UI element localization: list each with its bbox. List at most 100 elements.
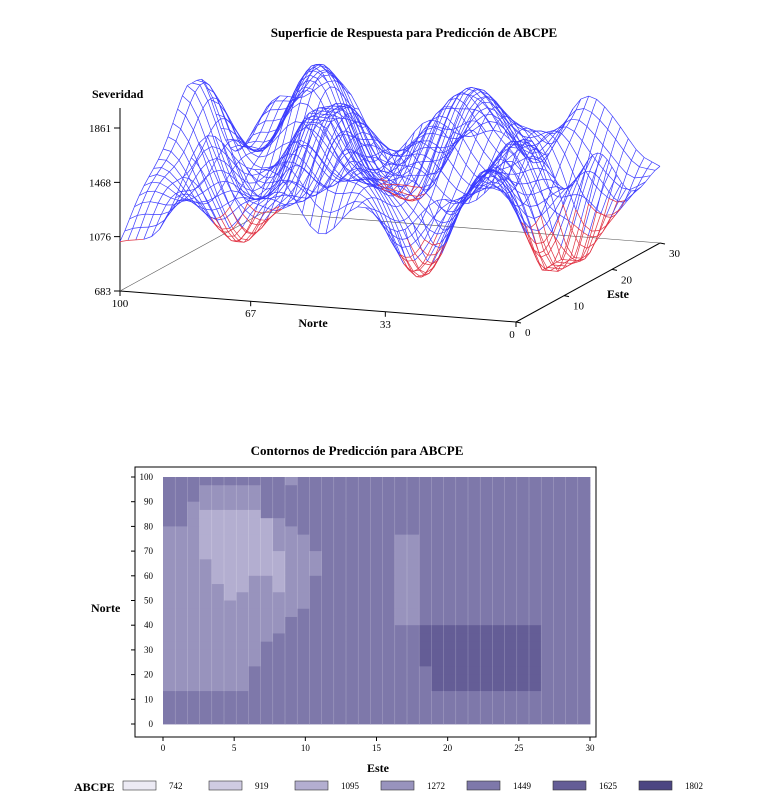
contour-cell bbox=[382, 641, 396, 651]
contour-cell bbox=[492, 559, 505, 568]
surface-mesh-segment bbox=[229, 228, 235, 237]
surface-mesh-segment bbox=[210, 217, 219, 229]
contour-cell bbox=[553, 715, 566, 725]
surface-mesh-segment bbox=[525, 157, 534, 164]
contour-cell bbox=[468, 584, 481, 593]
contour-cell bbox=[272, 567, 286, 577]
surface-mesh-segment bbox=[427, 246, 436, 262]
surface-mesh-segment bbox=[379, 186, 389, 196]
surface-mesh-segment bbox=[357, 206, 366, 209]
surface-mesh-segment bbox=[318, 183, 324, 188]
surface-mesh-segment bbox=[153, 202, 159, 215]
surface-mesh-segment bbox=[269, 150, 275, 168]
contour-cell bbox=[370, 542, 383, 552]
surface-mesh-segment bbox=[537, 135, 543, 141]
surface-mesh-segment bbox=[401, 170, 410, 177]
surface-este-tick bbox=[563, 295, 570, 298]
contour-cell bbox=[272, 707, 286, 717]
contour-cell bbox=[468, 641, 481, 651]
contour-cell bbox=[333, 592, 347, 601]
surface-mesh-segment bbox=[535, 178, 544, 182]
surface-mesh-segment bbox=[466, 87, 472, 89]
surface-mesh-segment bbox=[385, 154, 392, 166]
surface-mesh-segment bbox=[137, 202, 143, 216]
contour-cell bbox=[297, 526, 310, 536]
surface-mesh-segment bbox=[647, 168, 656, 171]
surface-mesh-segment bbox=[517, 205, 527, 216]
contour-cell bbox=[394, 551, 408, 560]
surface-mesh-segment bbox=[290, 82, 299, 101]
surface-mesh-segment bbox=[467, 192, 476, 200]
surface-mesh-segment bbox=[489, 106, 496, 111]
contour-cell bbox=[163, 707, 176, 717]
surface-mesh-segment bbox=[603, 184, 610, 192]
surface-mesh-segment bbox=[314, 75, 323, 83]
surface-mesh-segment bbox=[469, 98, 478, 110]
contour-cell bbox=[175, 641, 188, 651]
contour-cell bbox=[187, 682, 200, 692]
contour-cell bbox=[492, 715, 505, 725]
surface-mesh-segment bbox=[508, 147, 518, 158]
surface-mesh-segment bbox=[513, 129, 523, 137]
contour-cell bbox=[419, 625, 432, 634]
contour-cell bbox=[199, 509, 213, 519]
surface-mesh-segment bbox=[402, 238, 408, 240]
surface-mesh-segment bbox=[479, 107, 488, 112]
surface-mesh-segment bbox=[215, 216, 221, 220]
contour-cell bbox=[382, 707, 396, 717]
contour-cell bbox=[297, 633, 310, 643]
contour-cell bbox=[236, 715, 249, 725]
surface-mesh-segment bbox=[129, 214, 138, 220]
contour-cell bbox=[516, 534, 530, 544]
contour-cell bbox=[468, 509, 481, 519]
contour-cell bbox=[211, 658, 225, 667]
contour-x-tick-label: 30 bbox=[586, 743, 596, 753]
surface-mesh-segment bbox=[196, 149, 202, 160]
surface-mesh-segment bbox=[439, 154, 448, 161]
surface-mesh-segment bbox=[589, 170, 595, 174]
surface-mesh-segment bbox=[282, 205, 291, 210]
surface-mesh-segment bbox=[527, 198, 537, 224]
surface-mesh-segment bbox=[406, 238, 416, 254]
contour-cell bbox=[419, 682, 432, 692]
surface-mesh-segment bbox=[444, 222, 454, 233]
surface-mesh-segment bbox=[245, 209, 251, 215]
contour-cell bbox=[394, 649, 408, 659]
contour-cell bbox=[358, 567, 371, 577]
contour-cell bbox=[248, 641, 261, 651]
surface-mesh-segment bbox=[542, 167, 551, 193]
contour-cell bbox=[492, 551, 505, 560]
surface-mesh-segment bbox=[490, 102, 496, 111]
contour-cell bbox=[163, 666, 176, 675]
surface-mesh-segment bbox=[485, 117, 494, 130]
surface-mesh-segment bbox=[440, 100, 450, 111]
surface-mesh-segment bbox=[557, 219, 567, 246]
surface-mesh-segment bbox=[404, 152, 414, 161]
surface-mesh-segment bbox=[265, 109, 271, 122]
contour-cell bbox=[370, 707, 383, 717]
surface-mesh-segment bbox=[565, 228, 572, 246]
surface-mesh-segment bbox=[288, 162, 294, 181]
contour-cell bbox=[455, 600, 469, 610]
contour-cell bbox=[504, 633, 518, 643]
surface-mesh-segment bbox=[274, 144, 283, 152]
surface-mesh-segment bbox=[534, 249, 540, 254]
surface-mesh-segment bbox=[367, 173, 376, 183]
contour-cell bbox=[504, 666, 518, 675]
surface-mesh-segment bbox=[509, 119, 518, 128]
surface-mesh-segment bbox=[320, 90, 326, 101]
surface-mesh-segment bbox=[336, 136, 345, 156]
surface-mesh-segment bbox=[540, 153, 550, 163]
surface-mesh-segment bbox=[516, 147, 523, 158]
surface-mesh-segment bbox=[397, 148, 406, 152]
surface-mesh-segment bbox=[565, 224, 575, 253]
surface-mesh-segment bbox=[500, 190, 510, 200]
surface-mesh-segment bbox=[233, 139, 239, 146]
surface-mesh-segment bbox=[162, 193, 172, 199]
contour-cell bbox=[516, 509, 530, 519]
surface-mesh-segment bbox=[156, 167, 162, 175]
surface-mesh-segment bbox=[173, 159, 180, 167]
surface-mesh-segment bbox=[313, 122, 319, 131]
contour-cell bbox=[321, 600, 335, 610]
surface-mesh-segment bbox=[218, 228, 227, 237]
